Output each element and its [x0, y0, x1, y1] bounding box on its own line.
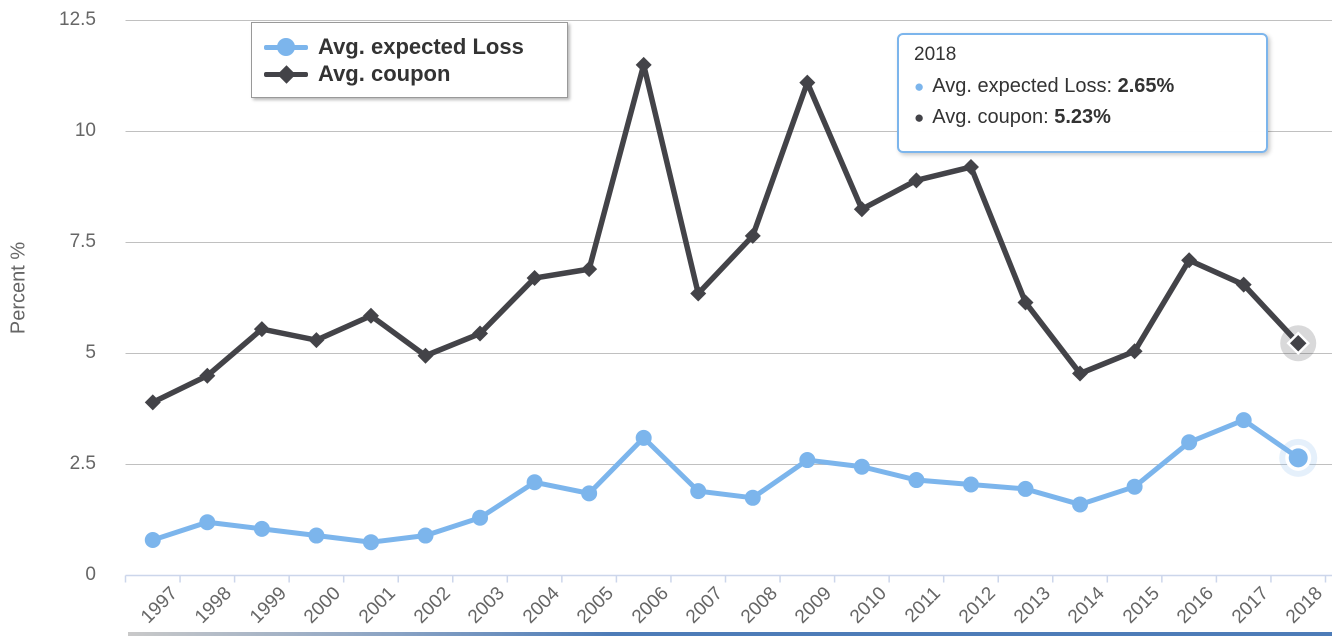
data-point[interactable] — [1126, 343, 1143, 360]
tooltip-row-coupon: ● Avg. coupon: 5.23% — [914, 102, 1251, 133]
data-point[interactable] — [799, 74, 816, 91]
tooltip-value: 5.23% — [1054, 106, 1111, 128]
data-point[interactable] — [472, 325, 489, 342]
data-point[interactable] — [853, 458, 870, 475]
data-point[interactable] — [362, 307, 379, 324]
data-point[interactable] — [144, 394, 161, 411]
data-point[interactable] — [1072, 365, 1089, 382]
series-line-1 — [151, 64, 1301, 405]
data-point[interactable] — [853, 201, 870, 218]
data-point[interactable] — [526, 474, 543, 491]
data-point[interactable] — [908, 472, 925, 489]
y-tick-label: 10 — [74, 119, 96, 141]
data-point[interactable] — [1126, 478, 1143, 495]
series-bullet-icon: ● — [914, 77, 925, 96]
line-diamond-marker-icon — [264, 64, 308, 84]
data-point[interactable] — [199, 367, 216, 384]
data-point[interactable] — [690, 285, 707, 302]
data-point[interactable] — [1072, 496, 1089, 513]
data-point[interactable] — [1235, 276, 1252, 293]
data-point[interactable] — [1181, 434, 1198, 451]
data-point[interactable] — [581, 261, 598, 278]
tooltip-text: Avg. coupon: 5.23% — [932, 106, 1111, 128]
y-tick-label: 0 — [85, 563, 96, 585]
y-tick-label: 5 — [85, 341, 96, 363]
data-point[interactable] — [253, 520, 270, 537]
y-tick-label: 2.5 — [69, 452, 96, 474]
data-point[interactable] — [199, 514, 216, 531]
data-point[interactable] — [417, 347, 434, 364]
data-point[interactable] — [362, 534, 379, 551]
data-point[interactable] — [1181, 252, 1198, 269]
data-point[interactable] — [1017, 294, 1034, 311]
legend-label: Avg. coupon — [318, 60, 451, 86]
data-point[interactable] — [308, 527, 325, 544]
data-point[interactable] — [308, 332, 325, 349]
series-bullet-icon: ● — [914, 108, 925, 127]
data-point[interactable] — [635, 429, 652, 446]
data-point[interactable] — [581, 485, 598, 502]
data-point[interactable] — [744, 227, 761, 244]
legend-item-avg-expected-loss[interactable]: Avg. expected Loss — [264, 34, 555, 60]
y-tick-label: 12.5 — [59, 8, 96, 30]
bottom-edge-strip — [128, 632, 1332, 636]
data-point[interactable] — [1017, 480, 1034, 497]
data-point[interactable] — [472, 509, 489, 526]
data-point[interactable] — [1235, 412, 1252, 429]
tooltip-row-expected-loss: ● Avg. expected Loss: 2.65% — [914, 71, 1251, 102]
data-point[interactable] — [799, 452, 816, 469]
y-axis-title: Percent % — [7, 241, 30, 335]
data-point[interactable] — [962, 476, 979, 493]
tooltip: 2018 ● Avg. expected Loss: 2.65% ● Avg. … — [897, 33, 1268, 153]
tooltip-header: 2018 — [914, 44, 957, 65]
data-point[interactable] — [417, 527, 434, 544]
data-point[interactable] — [744, 489, 761, 506]
tooltip-text: Avg. expected Loss: 2.65% — [932, 75, 1175, 97]
line-circle-marker-icon — [264, 37, 308, 57]
data-point[interactable] — [962, 159, 979, 176]
data-point[interactable] — [908, 172, 925, 189]
data-point[interactable] — [1288, 448, 1308, 468]
legend-item-avg-coupon[interactable]: Avg. coupon — [264, 61, 555, 87]
legend: Avg. expected Loss Avg. coupon — [251, 22, 568, 98]
tooltip-value: 2.65% — [1117, 75, 1175, 97]
data-point[interactable] — [690, 483, 707, 500]
data-point[interactable] — [144, 531, 161, 548]
data-point[interactable] — [1286, 331, 1310, 356]
legend-label: Avg. expected Loss — [318, 33, 524, 59]
series-line-0 — [151, 417, 1300, 545]
y-tick-label: 7.5 — [69, 230, 96, 252]
data-point[interactable] — [526, 270, 543, 287]
data-point[interactable] — [253, 321, 270, 338]
data-point[interactable] — [635, 56, 652, 73]
